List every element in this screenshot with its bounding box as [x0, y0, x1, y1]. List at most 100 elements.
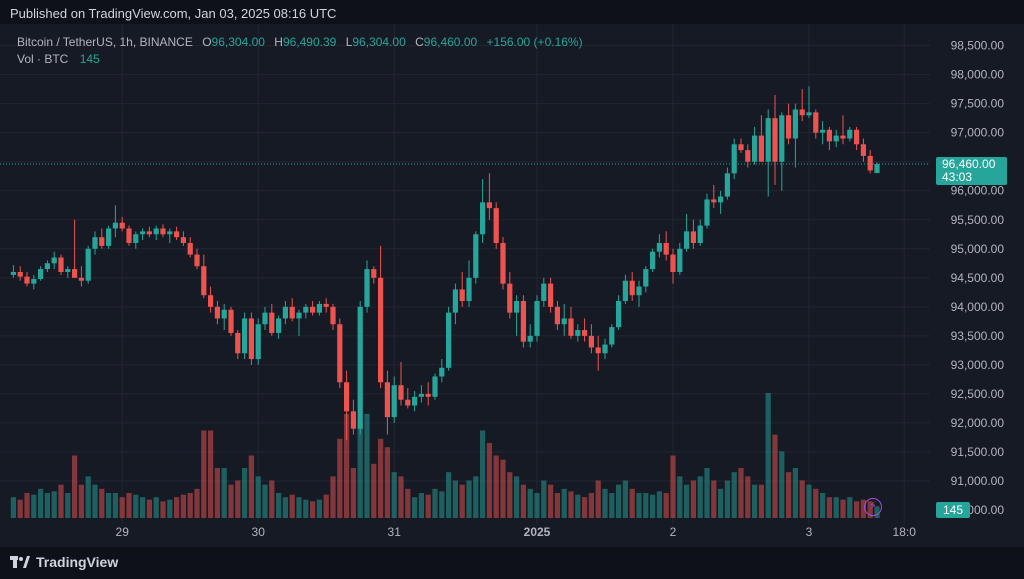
volume-bar: [228, 484, 234, 518]
lightning-icon[interactable]: ⚡: [864, 498, 882, 516]
volume-bar: [493, 455, 499, 518]
candle-body: [711, 199, 717, 203]
candle-body: [813, 112, 819, 133]
symbol-title[interactable]: Bitcoin / TetherUS, 1h, BINANCE: [17, 35, 193, 49]
published-header: Published on TradingView.com, Jan 03, 20…: [0, 0, 1024, 28]
volume-bar: [146, 499, 152, 518]
volume-tag: 145: [936, 502, 970, 518]
candlestick-chart[interactable]: 90,000.0098,500.0098,000.0097,500.0097,0…: [0, 24, 1024, 547]
volume-bar: [398, 476, 404, 518]
volume-bar: [357, 422, 363, 518]
volume-legend-label[interactable]: Vol · BTC: [17, 52, 69, 66]
volume-bar: [174, 497, 180, 518]
volume-bar: [568, 491, 574, 518]
volume-bar: [813, 488, 819, 518]
price-tick-label: 91,000.00: [951, 474, 1005, 488]
high-label: H: [274, 35, 283, 49]
open-value: 96,304.00: [211, 35, 265, 49]
volume-bar: [119, 497, 125, 518]
volume-bar: [677, 476, 683, 518]
volume-bar: [58, 484, 64, 518]
candle-body: [500, 242, 506, 284]
candle-body: [153, 228, 159, 235]
candle-body: [718, 196, 724, 203]
price-tick-label: 92,500.00: [951, 387, 1005, 401]
volume-bar: [255, 476, 261, 518]
volume-bar: [684, 484, 690, 518]
candle-body: [174, 231, 180, 238]
candle-body: [514, 301, 520, 313]
candle-body: [344, 382, 350, 412]
volume-bar: [473, 476, 479, 518]
candle-body: [316, 303, 322, 313]
candle-body: [255, 324, 261, 360]
last-price-value: 96,460.00: [942, 157, 996, 172]
candle-body: [860, 144, 866, 156]
volume-bar: [78, 484, 84, 518]
candle-body: [792, 109, 798, 139]
volume-bar: [507, 472, 513, 518]
candle-body: [24, 276, 30, 284]
candle-body: [180, 237, 186, 243]
candle-body: [10, 272, 16, 275]
time-tick-label: 29: [116, 525, 130, 539]
candle-body: [786, 115, 792, 139]
candle-body: [731, 144, 737, 174]
candle-body: [432, 376, 438, 397]
time-tick-label: 2: [670, 525, 677, 539]
volume-bar: [106, 493, 112, 518]
candle-body: [78, 277, 84, 281]
time-axis[interactable]: 29 30 31 2025 2 3 18:0: [116, 525, 917, 539]
candle-body: [493, 208, 499, 243]
volume-bar: [439, 491, 445, 518]
price-axis[interactable]: 90,000.0098,500.0098,000.0097,500.0097,0…: [951, 39, 1005, 517]
candle-body: [752, 135, 758, 162]
candle-body: [58, 257, 64, 272]
volume-bar: [690, 480, 696, 518]
volume-bar: [820, 493, 826, 518]
candle-body: [480, 202, 486, 235]
candle-body: [473, 234, 479, 278]
volume-bar: [595, 480, 601, 518]
time-tick-label: 2025: [524, 525, 551, 539]
candle-body: [534, 301, 540, 336]
volume-bar: [180, 494, 186, 518]
volume-bar: [167, 499, 173, 518]
volume-bar: [72, 455, 78, 518]
volume-bar: [731, 472, 737, 518]
candle-body: [99, 237, 105, 246]
volume-bar: [704, 468, 710, 518]
volume-bar: [765, 393, 771, 518]
candle-body: [228, 309, 234, 333]
volume-bar: [752, 484, 758, 518]
candle-body: [65, 269, 71, 272]
volume-bar: [24, 493, 30, 518]
candle-body: [276, 318, 282, 333]
candle-body: [704, 199, 710, 226]
volume-bar: [622, 480, 628, 518]
volume-bar: [31, 494, 37, 518]
tradingview-logo[interactable]: TradingView: [10, 554, 118, 570]
candle-body: [282, 306, 288, 319]
volume-bar: [745, 476, 751, 518]
candle-body: [140, 231, 146, 235]
volume-bar: [310, 501, 316, 518]
candle-body: [31, 278, 37, 284]
volume-bar: [833, 497, 839, 518]
chart-area[interactable]: 90,000.00 98,500.00 98,000.00 97,500.00 97,0…: [0, 24, 1024, 547]
candle-body: [242, 318, 248, 354]
volume-bar: [425, 494, 431, 518]
candle-body: [650, 251, 656, 270]
change-value: +156.00 (+0.16%): [486, 35, 583, 49]
candle-body: [867, 155, 873, 171]
volume-bar: [214, 468, 220, 518]
price-tick-label: 94,500.00: [951, 271, 1005, 285]
candle-body: [330, 306, 336, 325]
time-tick-label: 18:0: [893, 525, 917, 539]
volume-bar: [303, 499, 309, 518]
bar-countdown: 43:03: [942, 170, 973, 185]
volume-bar: [847, 497, 853, 518]
brand-name: TradingView: [36, 554, 119, 570]
volume-bar: [112, 493, 118, 518]
volume-bar: [412, 497, 418, 518]
